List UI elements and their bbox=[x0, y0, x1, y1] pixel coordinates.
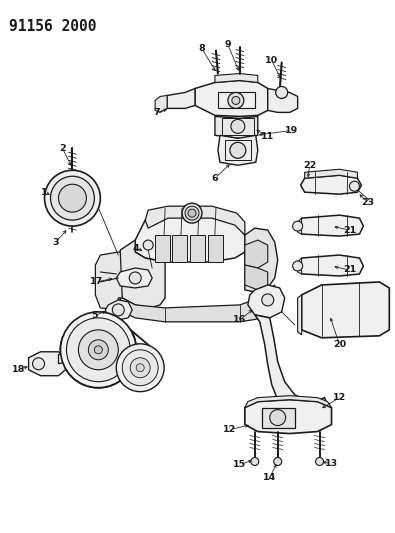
Polygon shape bbox=[245, 228, 278, 292]
Circle shape bbox=[45, 170, 100, 226]
Text: 2: 2 bbox=[59, 144, 66, 153]
Polygon shape bbox=[268, 88, 298, 112]
Circle shape bbox=[112, 304, 124, 316]
Circle shape bbox=[274, 457, 282, 465]
Polygon shape bbox=[262, 408, 295, 427]
Circle shape bbox=[182, 203, 202, 223]
Circle shape bbox=[79, 330, 118, 370]
Polygon shape bbox=[105, 300, 132, 320]
Text: 1: 1 bbox=[41, 188, 48, 197]
Polygon shape bbox=[95, 252, 122, 310]
Polygon shape bbox=[167, 88, 195, 108]
Polygon shape bbox=[28, 352, 66, 376]
Text: 7: 7 bbox=[154, 108, 160, 117]
Text: 6: 6 bbox=[212, 174, 218, 183]
Text: 18: 18 bbox=[12, 365, 25, 374]
Circle shape bbox=[94, 346, 102, 354]
Text: 9: 9 bbox=[225, 40, 231, 49]
Polygon shape bbox=[248, 285, 285, 318]
Polygon shape bbox=[62, 214, 83, 222]
Circle shape bbox=[188, 209, 196, 217]
Text: 14: 14 bbox=[263, 473, 276, 482]
Text: 22: 22 bbox=[303, 161, 316, 170]
Text: 17: 17 bbox=[90, 278, 103, 286]
Polygon shape bbox=[298, 258, 302, 274]
Text: 91156 2000: 91156 2000 bbox=[9, 19, 96, 34]
Text: 12: 12 bbox=[333, 393, 346, 402]
Circle shape bbox=[129, 272, 141, 284]
Polygon shape bbox=[245, 395, 331, 408]
Polygon shape bbox=[116, 268, 152, 288]
Text: 21: 21 bbox=[343, 225, 356, 235]
Circle shape bbox=[130, 358, 150, 378]
Text: 20: 20 bbox=[333, 340, 346, 349]
Polygon shape bbox=[118, 285, 275, 322]
Polygon shape bbox=[195, 80, 268, 116]
Text: 13: 13 bbox=[325, 459, 338, 468]
Polygon shape bbox=[302, 282, 389, 338]
Polygon shape bbox=[190, 235, 205, 262]
Text: 10: 10 bbox=[265, 56, 278, 65]
Circle shape bbox=[122, 350, 158, 386]
Circle shape bbox=[230, 142, 246, 158]
Polygon shape bbox=[58, 345, 95, 364]
Polygon shape bbox=[208, 235, 223, 262]
Text: 19: 19 bbox=[285, 126, 298, 135]
Polygon shape bbox=[298, 215, 363, 236]
Text: 5: 5 bbox=[91, 311, 98, 320]
Polygon shape bbox=[245, 240, 268, 268]
Text: 12: 12 bbox=[223, 425, 237, 434]
Polygon shape bbox=[218, 135, 258, 165]
Circle shape bbox=[232, 96, 240, 104]
Circle shape bbox=[293, 261, 303, 271]
Circle shape bbox=[293, 221, 303, 231]
Polygon shape bbox=[215, 74, 258, 83]
Circle shape bbox=[316, 457, 324, 465]
Polygon shape bbox=[145, 206, 245, 235]
Text: 16: 16 bbox=[233, 316, 246, 325]
Text: 4: 4 bbox=[133, 244, 139, 253]
Circle shape bbox=[228, 92, 244, 108]
Text: 11: 11 bbox=[261, 132, 275, 141]
Polygon shape bbox=[118, 240, 165, 308]
Polygon shape bbox=[245, 400, 331, 433]
Circle shape bbox=[66, 318, 130, 382]
Text: 23: 23 bbox=[361, 198, 374, 207]
Polygon shape bbox=[215, 116, 258, 139]
Polygon shape bbox=[298, 295, 302, 335]
Text: 3: 3 bbox=[52, 238, 59, 247]
Polygon shape bbox=[245, 265, 268, 290]
Polygon shape bbox=[155, 95, 167, 112]
Circle shape bbox=[136, 364, 144, 372]
Polygon shape bbox=[305, 169, 357, 178]
Circle shape bbox=[116, 344, 164, 392]
Circle shape bbox=[32, 358, 45, 370]
Polygon shape bbox=[298, 255, 363, 276]
Circle shape bbox=[276, 86, 288, 99]
Polygon shape bbox=[301, 175, 361, 194]
Polygon shape bbox=[298, 218, 302, 234]
Circle shape bbox=[185, 206, 199, 220]
Text: 15: 15 bbox=[233, 460, 246, 469]
Circle shape bbox=[51, 176, 94, 220]
Circle shape bbox=[262, 294, 274, 306]
Circle shape bbox=[143, 240, 153, 250]
Circle shape bbox=[231, 119, 245, 133]
Text: 21: 21 bbox=[343, 265, 356, 274]
Circle shape bbox=[60, 312, 136, 387]
Circle shape bbox=[350, 181, 359, 191]
Polygon shape bbox=[172, 235, 187, 262]
Polygon shape bbox=[155, 235, 170, 262]
Circle shape bbox=[88, 340, 108, 360]
Circle shape bbox=[251, 457, 259, 465]
Circle shape bbox=[58, 184, 87, 212]
Text: 8: 8 bbox=[199, 44, 205, 53]
Circle shape bbox=[270, 410, 286, 425]
Polygon shape bbox=[255, 315, 327, 416]
Polygon shape bbox=[135, 215, 245, 262]
